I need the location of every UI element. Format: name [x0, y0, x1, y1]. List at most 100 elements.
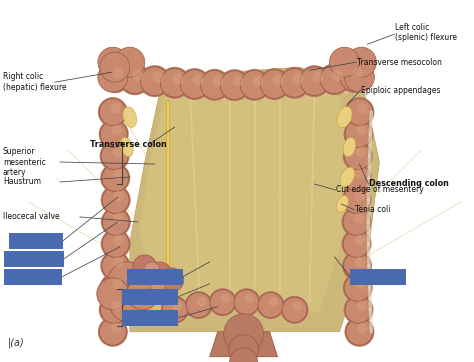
Circle shape	[99, 61, 131, 93]
Circle shape	[282, 297, 307, 323]
Bar	[350, 269, 406, 285]
Circle shape	[345, 97, 374, 127]
Circle shape	[159, 67, 191, 99]
Circle shape	[111, 301, 122, 311]
Circle shape	[102, 186, 129, 214]
Circle shape	[112, 279, 123, 289]
Circle shape	[357, 103, 368, 114]
Ellipse shape	[120, 138, 133, 157]
Circle shape	[355, 235, 365, 245]
Circle shape	[258, 292, 283, 318]
Circle shape	[357, 323, 368, 333]
Circle shape	[99, 295, 129, 325]
Text: Descending colon: Descending colon	[369, 180, 449, 189]
Circle shape	[340, 63, 369, 92]
Circle shape	[112, 68, 124, 79]
Circle shape	[100, 63, 129, 92]
Circle shape	[209, 288, 237, 316]
Circle shape	[238, 69, 271, 101]
Circle shape	[110, 286, 146, 322]
Bar	[122, 310, 178, 326]
Ellipse shape	[340, 167, 355, 187]
Circle shape	[148, 262, 172, 286]
Circle shape	[173, 302, 182, 311]
Bar	[9, 233, 63, 249]
Circle shape	[114, 213, 124, 223]
Circle shape	[268, 297, 278, 307]
Circle shape	[162, 297, 187, 323]
Circle shape	[344, 143, 371, 169]
Circle shape	[100, 296, 127, 323]
Circle shape	[352, 68, 363, 79]
Bar	[4, 269, 62, 285]
Circle shape	[99, 119, 129, 149]
Polygon shape	[210, 332, 278, 357]
Circle shape	[272, 75, 283, 86]
Circle shape	[256, 291, 284, 319]
Circle shape	[132, 70, 144, 81]
Circle shape	[343, 186, 370, 214]
Circle shape	[173, 73, 183, 84]
Circle shape	[119, 63, 151, 95]
Circle shape	[228, 335, 259, 362]
Circle shape	[158, 270, 172, 284]
Circle shape	[100, 141, 129, 171]
Circle shape	[197, 297, 206, 307]
Circle shape	[212, 75, 223, 87]
Circle shape	[102, 209, 129, 235]
Circle shape	[100, 229, 131, 259]
Circle shape	[259, 68, 291, 100]
Circle shape	[113, 257, 124, 268]
Circle shape	[355, 257, 365, 268]
Circle shape	[299, 65, 330, 97]
Circle shape	[346, 47, 376, 77]
Polygon shape	[140, 74, 355, 312]
Circle shape	[344, 119, 374, 149]
Circle shape	[220, 71, 249, 100]
Circle shape	[110, 323, 121, 333]
Circle shape	[100, 318, 126, 345]
Circle shape	[219, 69, 251, 101]
Circle shape	[100, 52, 130, 82]
Circle shape	[161, 296, 189, 324]
Circle shape	[292, 302, 302, 311]
Circle shape	[342, 251, 372, 281]
Circle shape	[152, 72, 164, 83]
Circle shape	[342, 229, 372, 259]
Circle shape	[100, 163, 130, 193]
Circle shape	[115, 47, 145, 77]
Circle shape	[355, 169, 365, 180]
Circle shape	[113, 191, 124, 202]
Circle shape	[344, 295, 374, 325]
Circle shape	[98, 317, 128, 347]
Circle shape	[345, 62, 374, 92]
Circle shape	[281, 296, 309, 324]
Ellipse shape	[343, 137, 356, 157]
Circle shape	[98, 97, 128, 127]
Circle shape	[180, 70, 209, 98]
Circle shape	[343, 209, 370, 235]
Circle shape	[108, 262, 148, 302]
Circle shape	[112, 147, 123, 157]
Circle shape	[179, 68, 210, 100]
Circle shape	[356, 125, 367, 136]
Circle shape	[343, 273, 373, 303]
Circle shape	[220, 294, 230, 304]
Circle shape	[344, 164, 371, 191]
Circle shape	[356, 147, 366, 157]
Circle shape	[100, 185, 131, 215]
Circle shape	[342, 163, 372, 193]
Circle shape	[160, 268, 184, 292]
Text: Cut edge of mesentery: Cut edge of mesentery	[337, 185, 424, 194]
Circle shape	[356, 279, 366, 289]
Circle shape	[341, 207, 372, 237]
Circle shape	[111, 125, 122, 136]
Ellipse shape	[337, 106, 352, 128]
Circle shape	[240, 71, 269, 99]
Circle shape	[345, 121, 372, 148]
Circle shape	[210, 290, 235, 315]
Circle shape	[102, 231, 129, 257]
Circle shape	[342, 185, 372, 215]
Circle shape	[234, 290, 259, 315]
Circle shape	[252, 75, 264, 87]
